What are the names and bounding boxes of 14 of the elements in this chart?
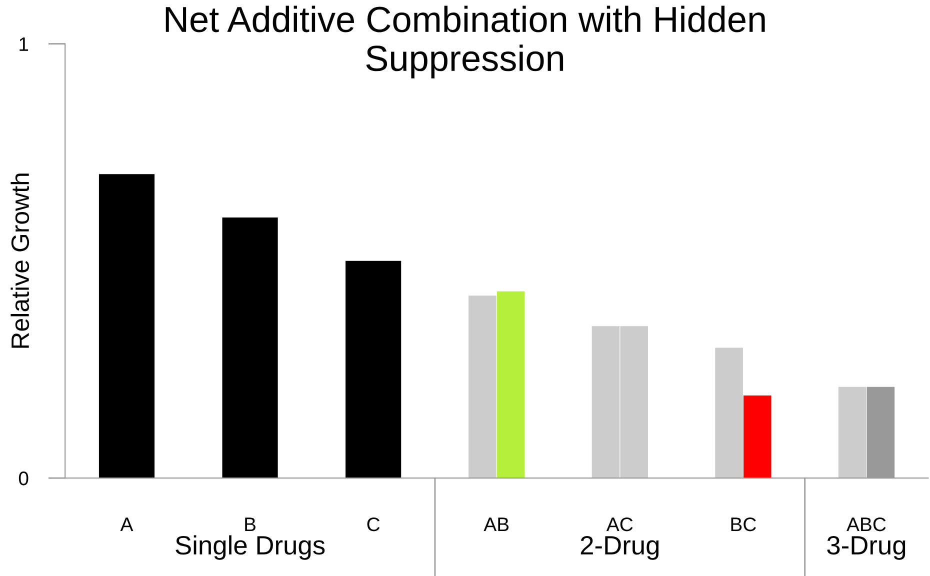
x-tick-label: C: [367, 517, 380, 532]
y-tick-label: 0: [18, 472, 28, 486]
x-tick-label: AC: [606, 517, 633, 532]
x-tick-label: BC: [731, 517, 756, 532]
x-tick-label: ABC: [846, 517, 886, 532]
text: Single Drugs: [176, 535, 325, 560]
y-tick-label: 1: [20, 37, 28, 51]
chart-title: Net Additive Combination with Hidden Suppression: [166, 6, 765, 78]
x-tick-label: A: [120, 518, 134, 532]
x-tick-label: AB: [484, 518, 509, 532]
x-tick-label: B: [245, 518, 256, 532]
text: 2-Drug: [580, 536, 659, 560]
text: 3-Drug: [827, 536, 906, 560]
y-axis-title: Relative Growth: [10, 174, 30, 348]
